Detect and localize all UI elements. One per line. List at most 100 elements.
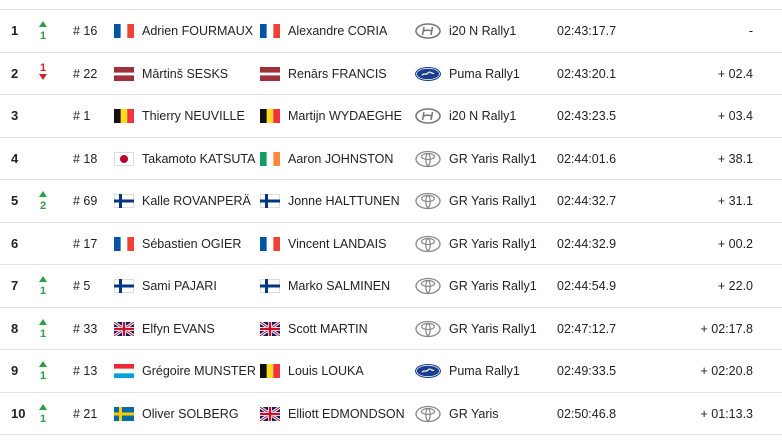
- gap: + 03.4: [717, 109, 753, 123]
- time: 02:43:17.7: [557, 24, 617, 38]
- gap: + 01:13.3: [700, 406, 753, 421]
- arrow-shape: [39, 191, 47, 197]
- car-number: # 21: [73, 406, 98, 421]
- flag: [114, 321, 134, 336]
- logo-part: [425, 407, 431, 421]
- flag: [114, 194, 134, 208]
- position-change: 1: [36, 21, 50, 42]
- position: 2: [11, 65, 19, 81]
- flag-part: [266, 364, 274, 378]
- logo-part: [421, 368, 435, 373]
- gap: + 02.4: [717, 66, 753, 81]
- time: 02:44:32.7: [557, 194, 617, 208]
- codriver: Elliott EDMONDSON: [288, 406, 405, 421]
- logo-part: [416, 67, 440, 80]
- car: GR Yaris: [449, 406, 499, 421]
- position-change: 2: [36, 191, 50, 212]
- position: 8: [11, 320, 19, 336]
- car: Puma Rally1: [449, 364, 520, 378]
- position: 4: [11, 150, 19, 166]
- car-number: # 5: [73, 279, 91, 293]
- logo-part: [415, 277, 441, 295]
- logo-part: [425, 237, 431, 251]
- result-row: 7 1 # 5 Sami PAJARI Marko SALMINEN GR Yaris R…: [0, 264, 782, 307]
- flag: [114, 151, 134, 166]
- flag: [260, 321, 280, 336]
- flag-part: [266, 109, 274, 123]
- flag: [114, 406, 134, 421]
- logo-part: [425, 152, 431, 166]
- time: 02:44:54.9: [557, 279, 617, 293]
- time: 02:44:01.6: [557, 151, 617, 166]
- flag-part: [127, 236, 134, 251]
- logo-part: [415, 192, 441, 210]
- gap: + 00.2: [717, 236, 753, 251]
- change-arrow: [39, 403, 47, 410]
- position: 10: [11, 405, 26, 421]
- flag-part: [260, 327, 280, 330]
- gap: + 22.0: [717, 279, 753, 293]
- manufacturer-logo: [415, 23, 441, 39]
- manufacturer-logo: [415, 235, 441, 252]
- driver: Sami PAJARI: [142, 279, 217, 293]
- flag-part: [273, 151, 280, 166]
- flag-part: [260, 24, 267, 38]
- driver: Oliver SOLBERG: [142, 406, 239, 421]
- flag-part: [260, 109, 267, 123]
- change-value: 1: [39, 327, 47, 340]
- flag-part: [120, 24, 128, 38]
- car-number: # 1: [73, 109, 91, 123]
- change-value: 1: [39, 285, 47, 297]
- driver: Grégoire MUNSTER: [142, 364, 256, 378]
- logo-part: [420, 407, 436, 415]
- car: GR Yaris Rally1: [449, 279, 537, 293]
- logo-part: [421, 26, 434, 36]
- car-number: # 17: [73, 236, 98, 251]
- flag: [260, 24, 280, 38]
- logo-part: [415, 405, 441, 422]
- position: 9: [11, 363, 19, 378]
- flag-part: [260, 412, 280, 415]
- flag-part: [120, 236, 128, 251]
- bottom-rule: [0, 434, 782, 435]
- flag-part: [114, 373, 134, 378]
- flag: [114, 66, 134, 81]
- codriver: Martijn WYDAEGHE: [288, 109, 402, 123]
- time: 02:50:46.8: [557, 406, 617, 421]
- flag: [260, 364, 280, 378]
- flag-part: [114, 327, 134, 330]
- result-row: 2 1 # 22 Mārtinš SESKS Renārs FRANCIS Puma Ra…: [0, 51, 782, 95]
- codriver: Louis LOUKA: [288, 364, 364, 378]
- flag-part: [120, 154, 128, 163]
- gap: + 02:20.8: [700, 364, 753, 378]
- change-value: 1: [39, 370, 47, 382]
- arrow-shape: [39, 318, 47, 325]
- car: i20 N Rally1: [449, 24, 517, 38]
- position: 6: [11, 235, 19, 251]
- time: 02:43:20.1: [557, 66, 617, 81]
- arrow-shape: [39, 21, 47, 27]
- flag-part: [260, 72, 280, 75]
- codriver: Aaron JOHNSTON: [288, 151, 394, 166]
- flag-part: [114, 72, 134, 75]
- flag-part: [114, 412, 134, 415]
- driver: Mārtinš SESKS: [142, 66, 229, 81]
- flag-part: [266, 236, 274, 251]
- logo-part: [415, 23, 441, 39]
- result-row: 10 1 # 21 Oliver SOLBERG Elliott EDMONDSON GR…: [0, 391, 782, 435]
- car-number: # 22: [73, 66, 98, 81]
- flag: [260, 406, 280, 421]
- codriver: Scott MARTIN: [288, 321, 368, 336]
- flag-part: [114, 236, 121, 251]
- flag: [260, 279, 280, 293]
- flag-part: [260, 284, 280, 288]
- logo-part: [420, 152, 436, 160]
- codriver: Renārs FRANCIS: [288, 66, 387, 81]
- driver: Elfyn EVANS: [142, 321, 215, 336]
- gap: + 31.1: [717, 194, 753, 208]
- logo-part: [421, 111, 434, 121]
- car-number: # 33: [73, 321, 98, 336]
- change-value: 1: [39, 412, 47, 425]
- manufacturer-logo: [415, 320, 441, 337]
- flag-part: [273, 236, 280, 251]
